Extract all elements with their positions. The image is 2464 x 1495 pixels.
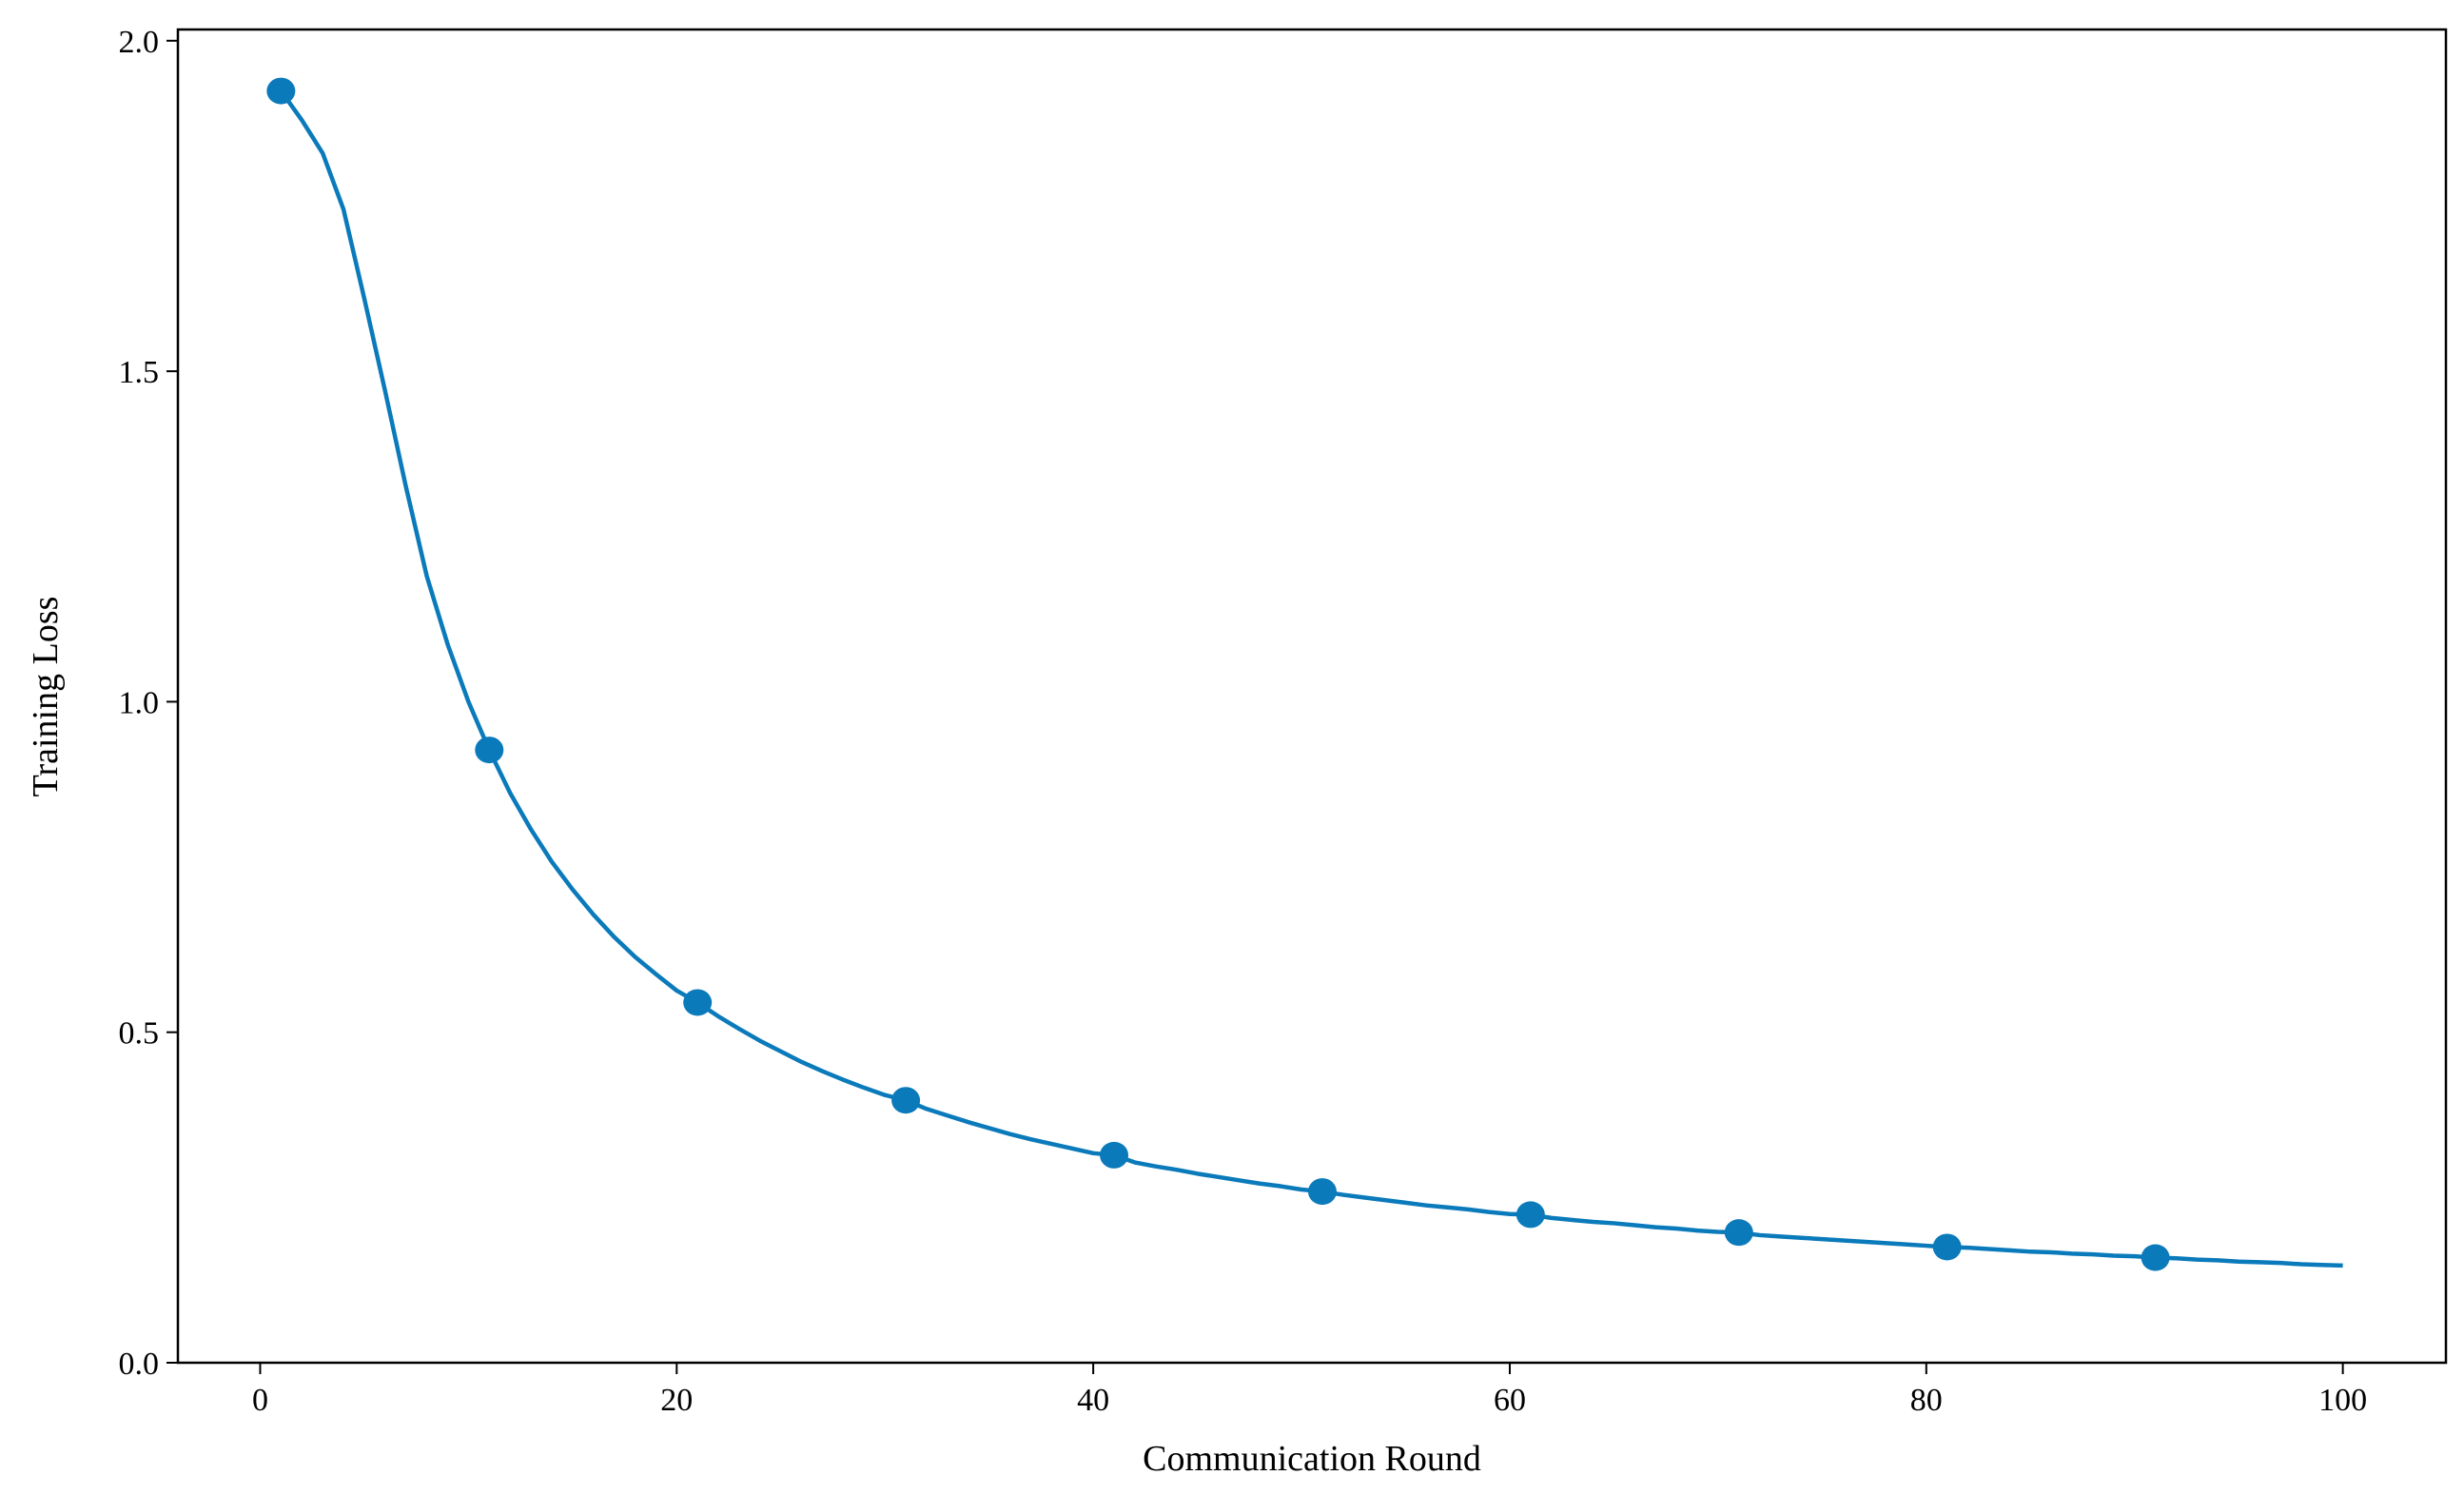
x-tick-label: 80	[1910, 1383, 1943, 1418]
line	[279, 89, 2343, 1269]
y-tick-label: 0.0	[119, 1347, 160, 1382]
axes-frame	[176, 28, 2448, 1365]
x-tick-label: 40	[1077, 1383, 1109, 1418]
marker	[475, 737, 504, 764]
marker	[1516, 1201, 1545, 1229]
y-axis-label: Training Loss	[26, 597, 66, 797]
y-tick-label: 0.5	[119, 1016, 160, 1052]
marker	[1724, 1219, 1753, 1247]
marker	[1932, 1233, 1962, 1261]
marker	[1100, 1141, 1129, 1169]
marker	[266, 77, 296, 105]
x-tick-label: 0	[252, 1383, 268, 1418]
marker	[2141, 1244, 2170, 1271]
x-tick-label: 60	[1494, 1383, 1526, 1418]
y-tick-label: 1.0	[119, 685, 160, 720]
x-tick-label: 20	[660, 1383, 693, 1418]
marker	[891, 1087, 921, 1114]
marker	[683, 989, 713, 1016]
marker	[1307, 1178, 1337, 1206]
y-tick-label: 2.0	[119, 25, 160, 60]
y-tick-label: 1.5	[119, 355, 160, 390]
x-tick-label: 100	[2318, 1383, 2367, 1418]
x-axis-label: Communication Round	[1143, 1439, 1481, 1479]
